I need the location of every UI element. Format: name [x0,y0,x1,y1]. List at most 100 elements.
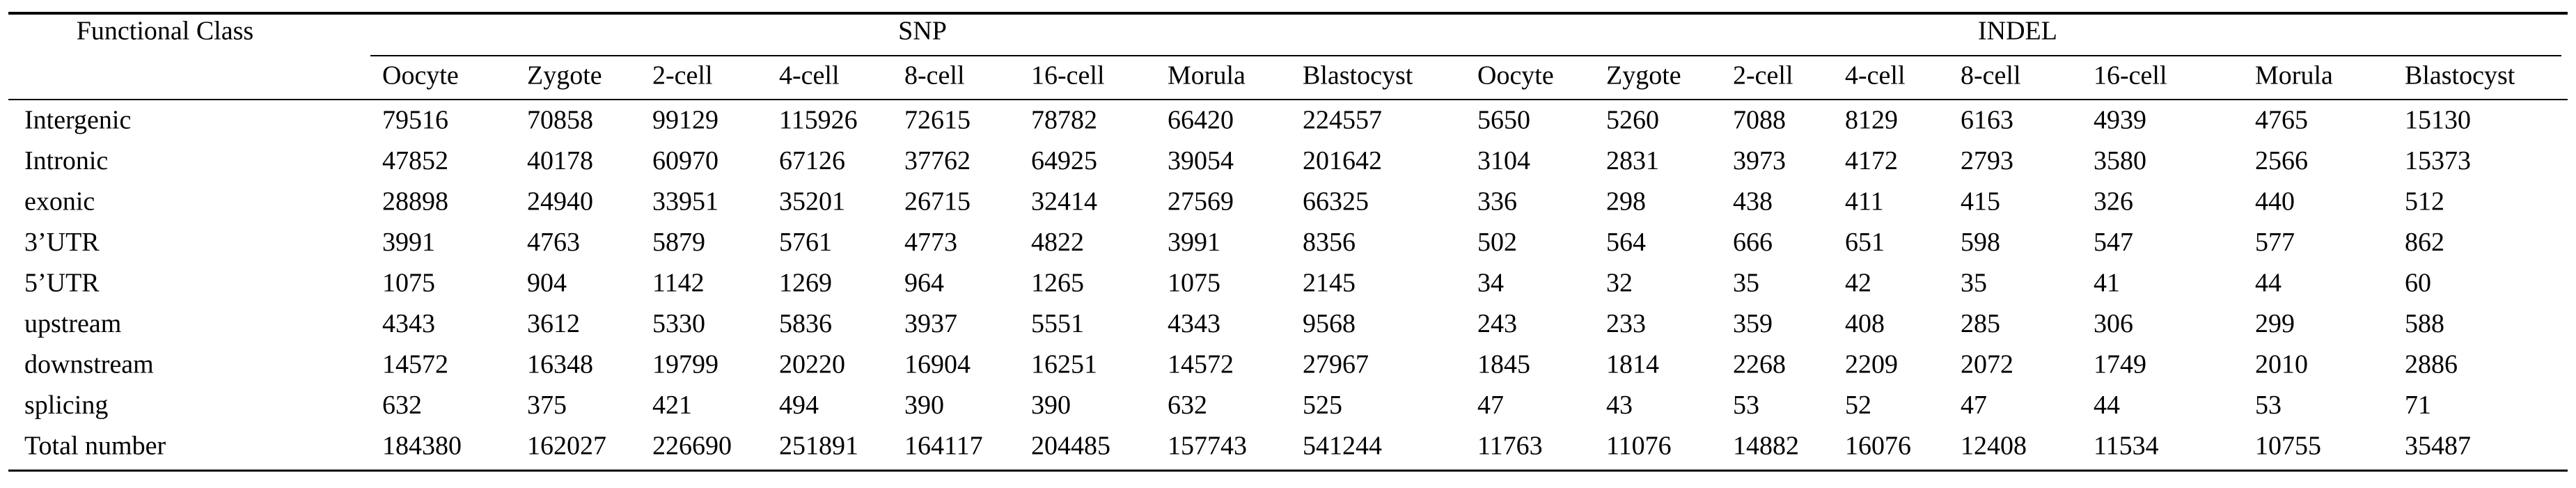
cell: 415 [1961,187,2000,217]
cell: 15373 [2405,146,2471,175]
stage-header: 4-cell [779,61,840,90]
cell: 27967 [1303,350,1369,379]
cell: 7088 [1733,106,1786,135]
cell: 4763 [527,228,580,257]
stage-header: Blastocyst [1303,61,1413,90]
cell: 39054 [1168,146,1234,175]
cell: 4343 [382,309,435,338]
cell: 306 [2094,309,2133,338]
cell: 4172 [1845,146,1898,175]
row-label: exonic [24,187,95,217]
cell: 2566 [2255,146,2308,175]
cell: 12408 [1961,432,2027,461]
cell: 27569 [1168,187,1234,217]
cell: 651 [1845,228,1885,257]
row-label: Intergenic [24,106,131,135]
cell: 1075 [382,269,435,298]
cell: 512 [2405,187,2444,217]
cell: 3937 [904,309,957,338]
cell: 32414 [1031,187,1097,217]
cell: 5551 [1031,309,1084,338]
cell: 44 [2255,269,2282,298]
cell: 4939 [2094,106,2146,135]
row-label: downstream [24,350,154,379]
cell: 9568 [1303,309,1356,338]
stage-header: 8-cell [1961,61,2021,90]
cell: 6163 [1961,106,2013,135]
stage-header: Zygote [527,61,602,90]
row-label: Total number [24,432,166,461]
cell: 2010 [2255,350,2308,379]
stage-header: 2-cell [652,61,713,90]
cell: 502 [1477,228,1517,257]
cell: 2886 [2405,350,2458,379]
cell: 224557 [1303,106,1382,135]
cell: 577 [2255,228,2295,257]
stage-header: Morula [2255,61,2333,90]
stage-header: Oocyte [382,61,459,90]
cell: 60970 [652,146,718,175]
cell: 47 [1961,391,1987,420]
cell: 8129 [1845,106,1898,135]
cell: 64925 [1031,146,1097,175]
cell: 28898 [382,187,448,217]
stage-header: 2-cell [1733,61,1793,90]
cell: 298 [1606,187,1646,217]
cell: 41 [2094,269,2120,298]
group-header: INDEL [1978,17,2057,46]
cell: 2072 [1961,350,2013,379]
cell: 66325 [1303,187,1369,217]
cell: 184380 [382,432,462,461]
cell: 35487 [2405,432,2471,461]
cell: 3991 [382,228,435,257]
cell: 1142 [652,269,705,298]
cell: 11534 [2094,432,2159,461]
stage-header: 4-cell [1845,61,1906,90]
cell: 3104 [1477,146,1530,175]
cell: 3612 [527,309,580,338]
cell: 1814 [1606,350,1659,379]
cell: 204485 [1031,432,1110,461]
cell: 34 [1477,269,1504,298]
cell: 862 [2405,228,2444,257]
cell: 164117 [904,432,983,461]
cell: 162027 [527,432,606,461]
cell: 5260 [1606,106,1659,135]
cell: 26715 [904,187,971,217]
cell: 2145 [1303,269,1356,298]
cell: 1265 [1031,269,1084,298]
cell: 4822 [1031,228,1084,257]
cell: 5761 [779,228,832,257]
cell: 70858 [527,106,593,135]
cell: 24940 [527,187,593,217]
cell: 1269 [779,269,832,298]
header-cell: Functional Class [77,17,253,46]
cell: 408 [1845,309,1885,338]
cell: 4343 [1168,309,1220,338]
cell: 16904 [904,350,971,379]
cell: 564 [1606,228,1646,257]
cell: 16348 [527,350,593,379]
cell: 440 [2255,187,2295,217]
cell: 35 [1733,269,1759,298]
cell: 79516 [382,106,448,135]
cell: 4773 [904,228,957,257]
cell: 390 [904,391,944,420]
cell: 47 [1477,391,1504,420]
cell: 99129 [652,106,718,135]
cell: 44 [2094,391,2120,420]
cell: 60 [2405,269,2431,298]
cell: 3991 [1168,228,1220,257]
cell: 390 [1031,391,1071,420]
cell: 4765 [2255,106,2308,135]
cell: 243 [1477,309,1517,338]
cell: 35 [1961,269,1987,298]
cell: 2268 [1733,350,1786,379]
stage-header: Oocyte [1477,61,1554,90]
cell: 72615 [904,106,971,135]
cell: 494 [779,391,819,420]
cell: 53 [2255,391,2282,420]
row-label: splicing [24,391,108,420]
